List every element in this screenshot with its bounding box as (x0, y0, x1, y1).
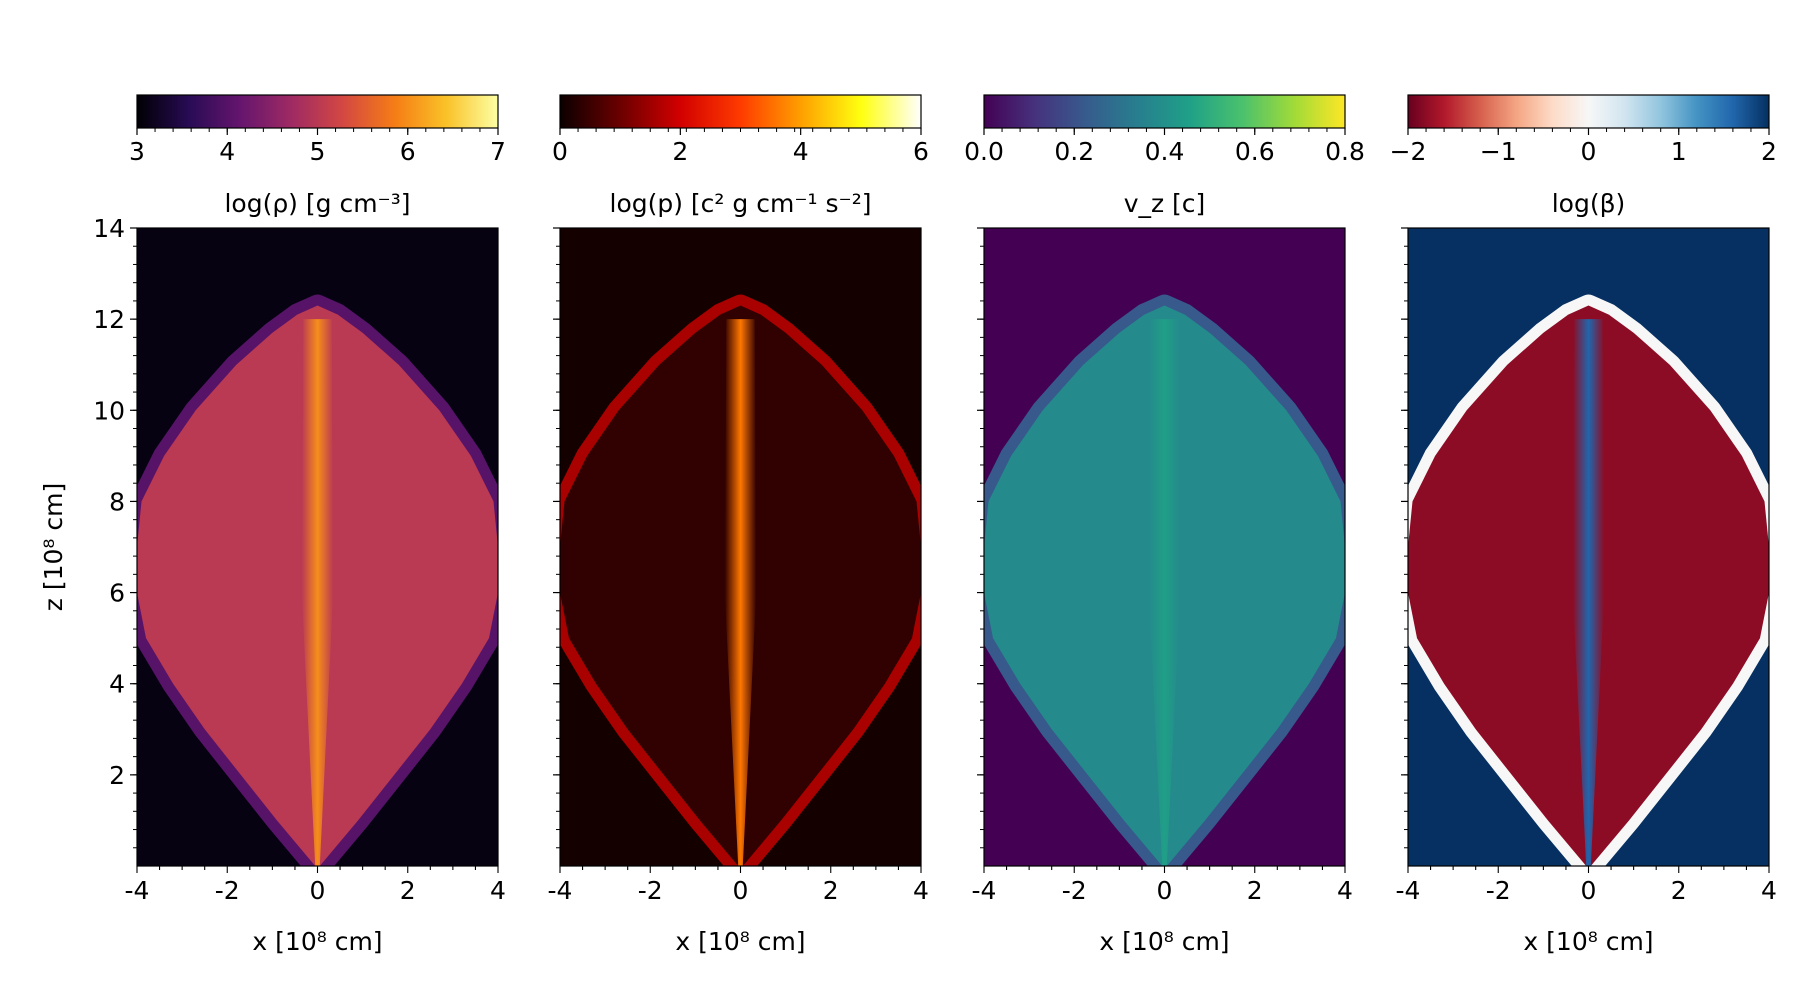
y-tick-label: 6 (109, 579, 125, 608)
x-tick-label: -4 (1396, 876, 1421, 905)
x-tick-label: -2 (1062, 876, 1087, 905)
colorbar-tick-label: 0.0 (964, 137, 1004, 166)
colorbar-label-pressure: log(p) [c² g cm⁻¹ s⁻²] (610, 189, 872, 218)
colorbar-velocity (983, 94, 1346, 129)
colorbar-label-velocity: v_z [c] (1124, 189, 1206, 218)
y-tick-label: 10 (93, 396, 125, 425)
jet (301, 319, 334, 866)
heatmap-velocity (984, 228, 1345, 866)
panel-density: 3 4 5 6 7 log(ρ) [g cm⁻³] -4 -2 0 2 4 x [10⁸ cm] 2 4 6… (39, 94, 506, 956)
colorbar-label-beta: log(β) (1552, 189, 1626, 218)
colorbar-tick-label: 2 (1761, 137, 1777, 166)
x-tick-label: 4 (490, 876, 506, 905)
x-tick-label: 0 (733, 876, 749, 905)
y-axis-label: z [10⁸ cm] (39, 483, 68, 611)
heatmap-pressure (560, 228, 921, 866)
colorbar-tick-label: 4 (793, 137, 809, 166)
x-tick-label: -2 (215, 876, 240, 905)
heatmap-beta (1408, 228, 1769, 866)
x-axis-label: x [10⁸ cm] (252, 927, 382, 956)
colorbar-tick-label: 4 (219, 137, 235, 166)
x-tick-label: 0 (1157, 876, 1173, 905)
heatmap-density (137, 228, 498, 866)
colorbar-tick-label: 2 (672, 137, 688, 166)
colorbar-tick-label: 0 (552, 137, 568, 166)
x-tick-label: 4 (1337, 876, 1353, 905)
x-tick-label: -2 (1486, 876, 1511, 905)
x-tick-label: -4 (125, 876, 150, 905)
x-tick-label: 0 (310, 876, 326, 905)
colorbar-density (136, 94, 499, 129)
y-tick-label: 4 (109, 670, 125, 699)
colorbar-tick-label: 6 (913, 137, 929, 166)
x-tick-label: 4 (913, 876, 929, 905)
colorbar-label-density: log(ρ) [g cm⁻³] (224, 189, 410, 218)
colorbar-tick-label: 0.6 (1235, 137, 1275, 166)
y-tick-label: 14 (93, 214, 125, 243)
colorbar-tick-label: 7 (490, 137, 506, 166)
colorbar-pressure (559, 94, 922, 129)
colorbar-tick-label: 0.4 (1145, 137, 1185, 166)
colorbar-tick-label: −2 (1390, 137, 1427, 166)
y-tick-label: 8 (109, 487, 125, 516)
x-tick-label: 2 (1247, 876, 1263, 905)
colorbar-tick-label: 0.8 (1325, 137, 1365, 166)
x-axis-label: x [10⁸ cm] (1523, 927, 1653, 956)
panel-pressure: 0 2 4 6 log(p) [c² g cm⁻¹ s⁻²] -4 -2 0 2 4 x [10⁸ … (548, 94, 929, 956)
x-tick-label: 2 (823, 876, 839, 905)
x-axis-label: x [10⁸ cm] (1099, 927, 1229, 956)
colorbar-tick-label: 6 (400, 137, 416, 166)
x-tick-label: 4 (1761, 876, 1777, 905)
jet (1572, 319, 1605, 866)
colorbar-tick-label: 0.2 (1054, 137, 1094, 166)
colorbar-tick-label: 5 (310, 137, 326, 166)
x-tick-label: 2 (400, 876, 416, 905)
colorbar-beta (1407, 94, 1770, 129)
jet (724, 319, 757, 866)
y-tick-label: 12 (93, 305, 125, 334)
colorbar-tick-label: −1 (1480, 137, 1517, 166)
x-tick-label: 0 (1581, 876, 1597, 905)
colorbar-tick-label: 1 (1671, 137, 1687, 166)
x-axis-label: x [10⁸ cm] (675, 927, 805, 956)
x-tick-label: 2 (1671, 876, 1687, 905)
x-tick-label: -2 (638, 876, 663, 905)
y-tick-label: 2 (109, 761, 125, 790)
panel-beta: −2 −1 0 1 2 log(β) -4 -2 0 2 4 x [10⁸ cm] (1390, 94, 1777, 956)
x-tick-label: -4 (548, 876, 573, 905)
x-tick-label: -4 (972, 876, 997, 905)
colorbar-tick-label: 0 (1581, 137, 1597, 166)
panel-velocity: 0.0 0.2 0.4 0.6 0.8 v_z [c] -4 -2 0 2 4 x [10⁸ cm] (964, 94, 1365, 956)
colorbar-tick-label: 3 (129, 137, 145, 166)
jet (1148, 319, 1181, 866)
